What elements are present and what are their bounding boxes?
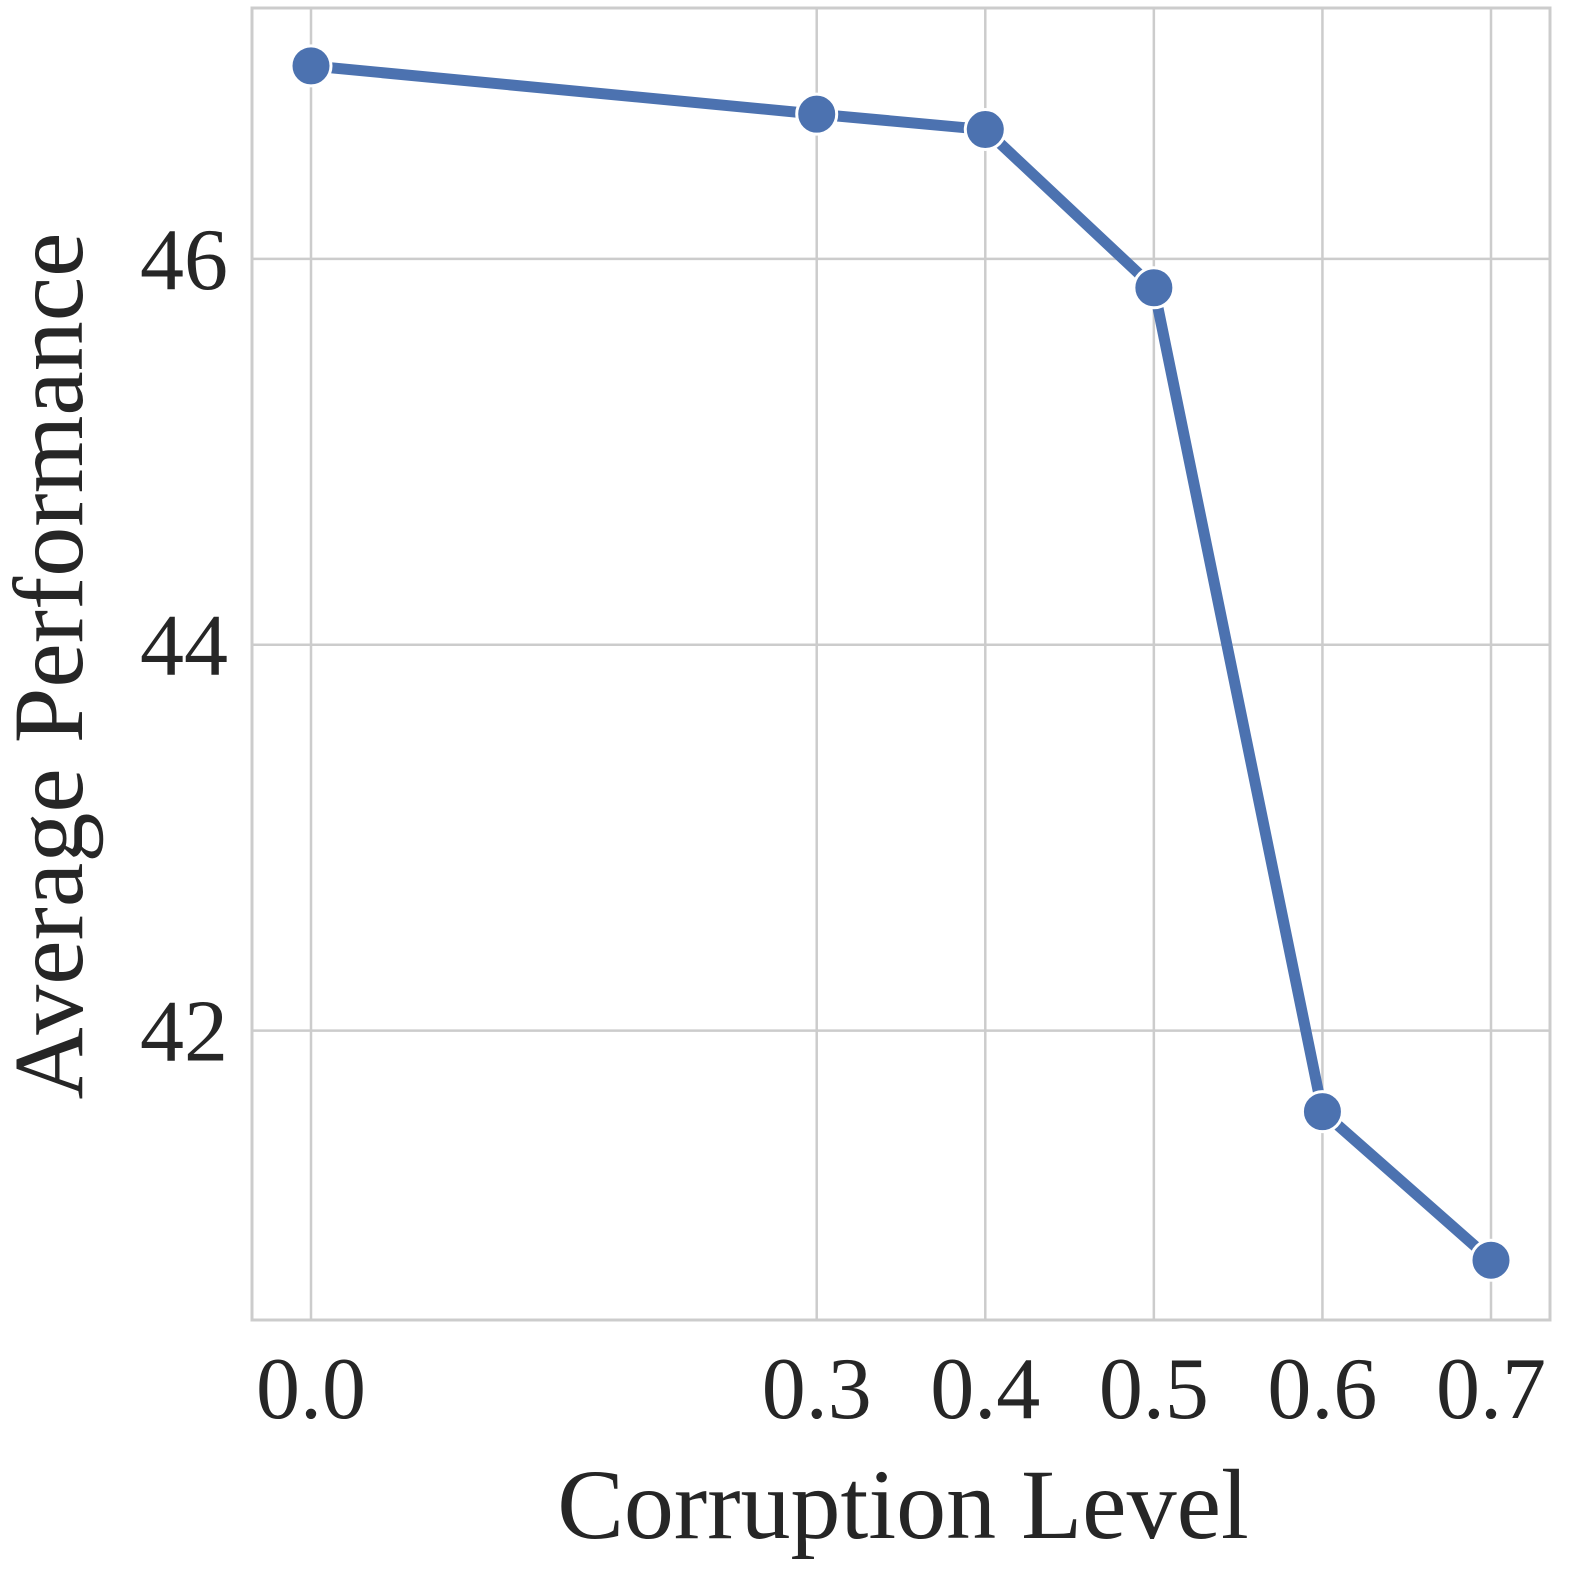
y-gridlines xyxy=(252,257,1550,1032)
y-tick-label: 42 xyxy=(140,984,228,1081)
series-line xyxy=(305,60,1497,1266)
x-tick-label: 0.6 xyxy=(1267,1341,1377,1438)
data-point-marker xyxy=(1469,1238,1513,1282)
plot-area-frame xyxy=(250,6,1552,1322)
x-tick-label: 0.5 xyxy=(1099,1341,1209,1438)
data-point-marker xyxy=(1132,266,1176,310)
y-tick-label: 44 xyxy=(140,598,228,695)
data-point-marker xyxy=(1300,1090,1344,1134)
x-tick-label: 0.4 xyxy=(930,1341,1040,1438)
series-layer xyxy=(289,44,1513,1282)
y-axis-label: Average Performance xyxy=(0,232,104,1099)
x-axis-label: Corruption Level xyxy=(557,1449,1249,1560)
data-point-marker xyxy=(289,44,333,88)
data-point-marker xyxy=(963,108,1007,152)
x-tick-label: 0.3 xyxy=(762,1341,872,1438)
data-point-marker xyxy=(795,92,839,136)
x-gridlines xyxy=(309,8,1493,1320)
x-tick-label: 0.0 xyxy=(256,1341,366,1438)
y-tick-labels: 42 44 46 xyxy=(140,212,228,1081)
x-tick-labels: 0.0 0.3 0.4 0.5 0.6 0.7 xyxy=(256,1341,1546,1438)
y-tick-label: 46 xyxy=(140,212,228,309)
x-tick-label: 0.7 xyxy=(1436,1341,1546,1438)
